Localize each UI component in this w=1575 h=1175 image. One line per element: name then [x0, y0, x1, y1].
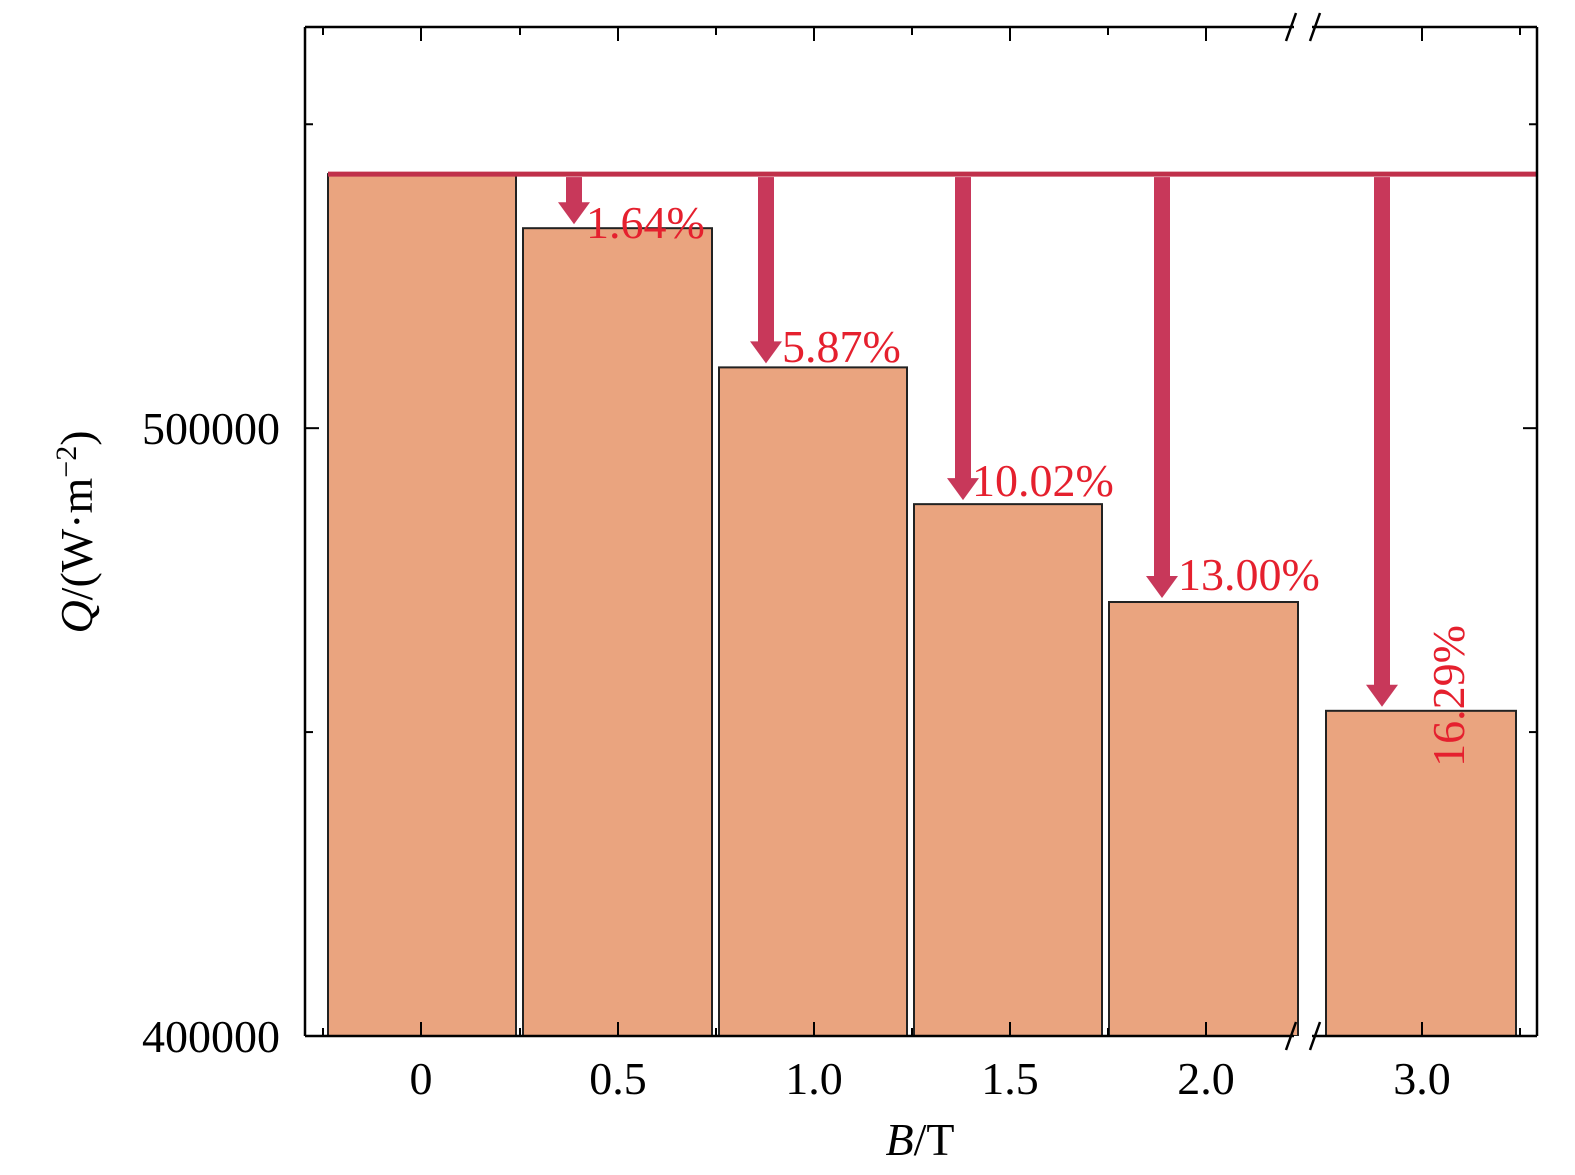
arrow-shaft-2-0 — [1154, 177, 1170, 579]
y-axis-title-close: ) — [51, 430, 102, 445]
reduction-arrows-group — [558, 177, 1398, 707]
x-tick-label-1: 0.5 — [589, 1053, 647, 1104]
x-tick-label-0: 0 — [410, 1053, 433, 1104]
x-tick-label-2: 1.0 — [785, 1053, 843, 1104]
arrow-shaft-1-0 — [758, 177, 774, 344]
bar-0-5 — [522, 227, 713, 1036]
arrow-head-1-5 — [947, 478, 979, 501]
reduction-label-1-5: 10.02% — [972, 455, 1114, 506]
axis-break-mark-top-2 — [1308, 12, 1322, 42]
arrow-shaft-0-5 — [566, 177, 582, 205]
plot-frame — [303, 12, 1539, 1051]
arrow-head-1-0 — [750, 341, 782, 364]
reduction-label-0-5: 1.64% — [586, 197, 705, 248]
y-axis-title-exponent: −2 — [50, 446, 83, 478]
y-axis-title-symbol: Q — [51, 600, 102, 633]
axis-ticks-group — [305, 27, 1537, 1037]
arrow-head-0-5 — [558, 202, 590, 225]
y-axis-title-unit: /(W·m — [51, 477, 102, 600]
reduction-label-3-0: 16.29% — [1423, 625, 1474, 767]
reduction-label-1-0: 5.87% — [782, 321, 901, 372]
arrow-head-2-0 — [1146, 576, 1178, 599]
x-axis-title-symbol: B — [886, 1114, 914, 1165]
bar-2-0 — [1108, 601, 1299, 1036]
arrow-shaft-1-5 — [955, 177, 971, 481]
axis-break-mark-top-1 — [1284, 12, 1298, 42]
y-tick-label-1: 500000 — [142, 403, 280, 454]
bar-1-0 — [718, 366, 908, 1036]
arrow-head-3-0 — [1366, 684, 1398, 707]
x-tick-label-3: 1.5 — [981, 1053, 1039, 1104]
x-axis-title: B/T — [886, 1114, 955, 1165]
bar-3-0 — [1325, 709, 1517, 1036]
axis-break-mark-bottom-1 — [1284, 1021, 1298, 1051]
x-axis-title-unit: /T — [914, 1114, 955, 1165]
bars-group — [327, 173, 1517, 1036]
axis-break-mark-bottom-2 — [1308, 1021, 1322, 1051]
bar-0 — [327, 173, 517, 1036]
reduction-label-2-0: 13.00% — [1178, 549, 1320, 600]
y-axis-title: Q/(W·m−2) — [50, 430, 102, 633]
bar-1-5 — [913, 503, 1103, 1036]
labels-group: 1.64% 5.87% 10.02% 13.00% 16.29% 0 0.5 1.0 1.5 2.… — [50, 197, 1474, 1165]
y-tick-label-0: 400000 — [142, 1011, 280, 1062]
arrow-shaft-3-0 — [1374, 177, 1390, 687]
x-tick-label-5: 3.0 — [1393, 1053, 1451, 1104]
x-tick-label-4: 2.0 — [1177, 1053, 1235, 1104]
